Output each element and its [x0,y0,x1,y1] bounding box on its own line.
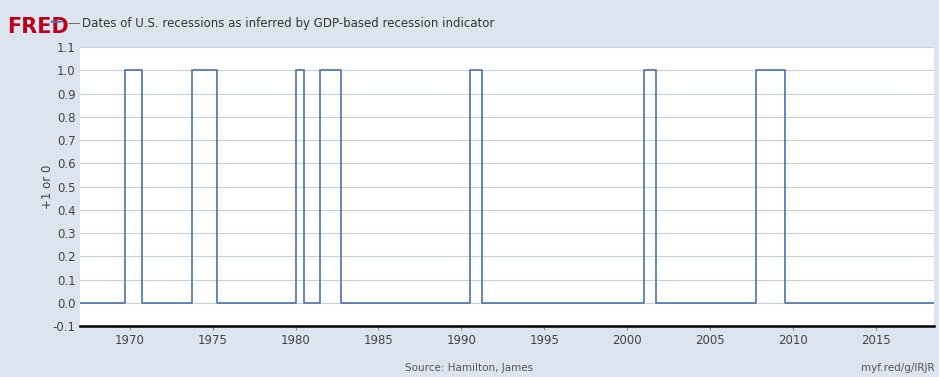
Text: —: — [68,17,80,30]
Text: myf.red/g/IRJR: myf.red/g/IRJR [861,363,934,373]
Y-axis label: +1 or 0: +1 or 0 [40,164,54,209]
Text: Source: Hamilton, James: Source: Hamilton, James [406,363,533,373]
Text: FRED: FRED [8,17,69,37]
Text: Dates of U.S. recessions as inferred by GDP-based recession indicator: Dates of U.S. recessions as inferred by … [82,17,494,30]
